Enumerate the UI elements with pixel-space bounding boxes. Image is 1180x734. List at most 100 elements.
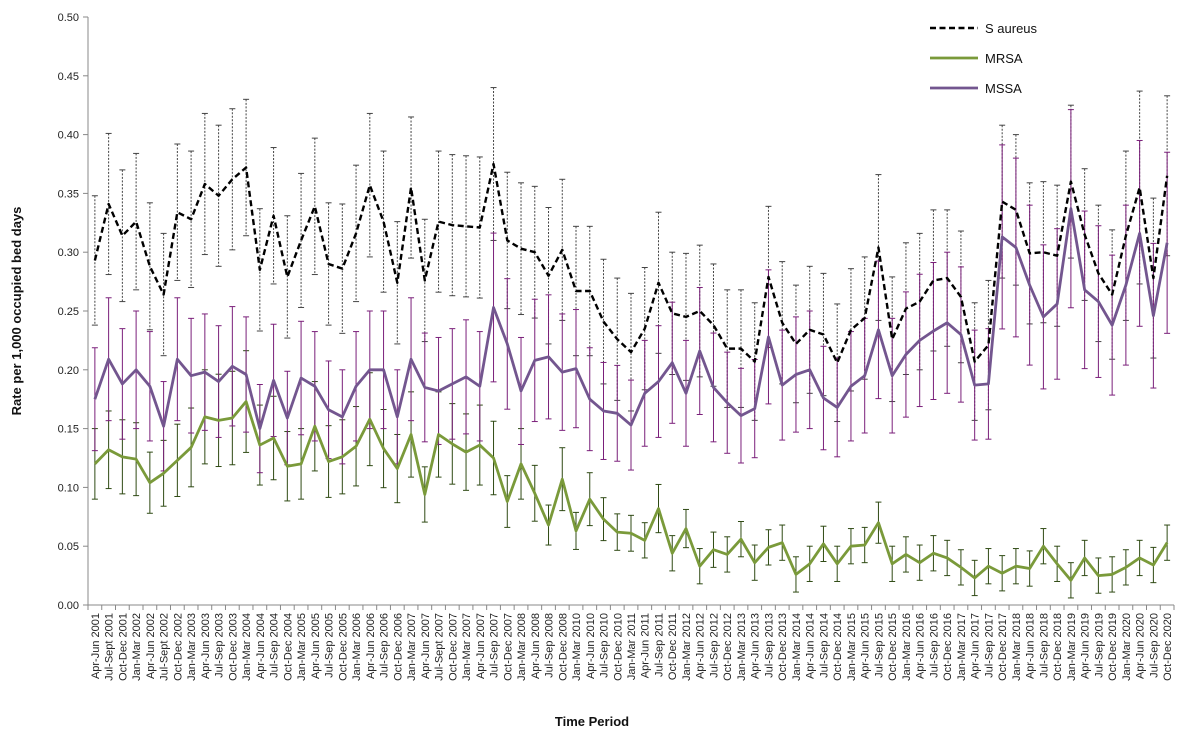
y-axis-ticks: 0.00 0.05 0.10 0.15 0.20 0.25 0.30 0.35 0.40 0.45…	[58, 12, 88, 612]
x-tick-label: Jul-Sept 2002	[159, 613, 171, 681]
x-tick-label: Apr-Jun 2011	[640, 613, 652, 678]
x-tick-label: Jan-Mar 2006	[351, 613, 363, 681]
x-tick-label: Apr-Jun 2012	[695, 613, 707, 679]
x-tick-label: Oct-Dec 2002	[172, 613, 184, 681]
x-tick-label: Oct-Dec 2004	[282, 613, 294, 681]
y-axis-title: Rate per 1,000 occupied bed days	[9, 207, 24, 416]
y-tick-label: 0.30	[58, 247, 79, 259]
x-tick-label: Apr-Jun 2018	[1025, 613, 1037, 679]
x-tick-label: Oct-Dec 2020	[1162, 613, 1174, 681]
x-tick-label: Oct-Dec 2018	[1052, 613, 1064, 681]
x-tick-label: Apr-Jun 2002	[145, 613, 157, 679]
y-tick-label: 0.15	[58, 424, 79, 436]
x-tick-label: Jan-Mar 2015	[846, 613, 858, 681]
x-tick-label: Apr-Jun 2006	[365, 613, 377, 679]
x-tick-label: Apr-Jun 2010	[585, 613, 597, 679]
x-tick-label: Jul-Sep 2011	[653, 613, 665, 677]
x-tick-label: Oct-Dec 2005	[337, 613, 349, 681]
x-tick-label: Apr-Jun 2014	[805, 613, 817, 679]
y-tick-label: 0.25	[58, 306, 79, 318]
x-tick-label: Oct-Dec 2001	[117, 613, 129, 681]
x-tick-label: Jul-Sep 2017	[983, 613, 995, 678]
x-tick-label: Apr-Jun 2003	[200, 613, 212, 679]
x-tick-label: Apr-Jun 2017	[970, 613, 982, 679]
x-tick-label: Jan-Mar 2012	[681, 613, 693, 681]
x-tick-label: Jan-Mar 2004	[241, 613, 253, 681]
x-tick-label: Jan-Mar 2002	[131, 613, 143, 681]
x-tick-label: Oct-Dec 2006	[392, 613, 404, 681]
x-tick-label: Jan-Mar 2007	[406, 613, 418, 681]
x-tick-label: Jul-Sep 2014	[818, 613, 830, 678]
x-tick-label: Jul-Sep 2006	[379, 613, 391, 678]
x-tick-label: Apr-Jun 2016	[915, 613, 927, 679]
x-tick-label: Apr-Jun 2007	[420, 613, 432, 679]
x-tick-label: Jan-Mar 2008	[516, 613, 528, 681]
legend-label: MRSA	[985, 51, 1023, 66]
x-tick-label: Jul-Sep 2019	[1093, 613, 1105, 678]
x-tick-label: Jan-Mar 2016	[901, 613, 913, 681]
x-tick-label: Jul-Sep 2020	[1148, 613, 1160, 678]
x-tick-label: Jan-Mar 2017	[956, 613, 968, 681]
x-tick-label: Jan-Mar 2014	[791, 613, 803, 681]
y-tick-label: 0.40	[58, 130, 79, 142]
x-tick-label: Oct-Dec 2013	[777, 613, 789, 681]
x-tick-label: Jan-Mar 2013	[736, 613, 748, 681]
series-line-mrsa	[93, 400, 1169, 582]
x-tick-label: Jan-Mar 2019	[1066, 613, 1078, 681]
x-tick-label: Jan-Mar 2005	[296, 613, 308, 681]
x-tick-label: Jul-Sep 2018	[1038, 613, 1050, 678]
x-axis-ticks: Apr-Jun 2001 Jul-Sept 2001 Oct-Dec 2001 Jan…	[87, 605, 1175, 681]
x-tick-label: Jul-Sep 2004	[269, 613, 281, 678]
x-tick-label: Apr-Jun 2001	[90, 613, 102, 679]
x-tick-label: Apr-Jun 2013	[750, 613, 762, 679]
legend: S aureus MRSA MSSA	[930, 21, 1038, 96]
x-tick-label: Apr-Jun 2015	[860, 613, 872, 679]
x-tick-label: Oct-Dec 2008	[557, 613, 569, 681]
error-bars	[91, 87, 1171, 599]
y-tick-label: 0.45	[58, 71, 79, 83]
legend-label: S aureus	[985, 21, 1038, 36]
x-tick-label: Jul-Sep 2015	[873, 613, 885, 678]
x-tick-label: Apr-Jun 2008	[530, 613, 542, 679]
x-tick-label: Jan-Mar 2011	[626, 613, 638, 680]
x-tick-label: Jul-Sept 2007	[434, 613, 446, 681]
x-tick-label: Apr-Jun 2019	[1080, 613, 1092, 679]
x-tick-label: Oct-Dec 2014	[832, 613, 844, 681]
series-line-s-aureus	[93, 162, 1169, 364]
y-tick-label: 0.50	[58, 12, 79, 24]
x-tick-label: Apr-Jun 2005	[310, 613, 322, 679]
y-tick-label: 0.05	[58, 541, 79, 553]
x-tick-label: Jul-Sept 2001	[104, 613, 116, 681]
x-tick-label: Jul-Sep 2007	[489, 613, 501, 678]
y-tick-label: 0.10	[58, 482, 79, 494]
y-tick-label: 0.35	[58, 188, 79, 200]
x-tick-label: Oct-Dec 2015	[887, 613, 899, 681]
x-tick-label: Apr-Jun 2004	[255, 613, 267, 679]
x-tick-label: Apr-Jun 2007	[475, 613, 487, 679]
x-tick-label: Jan-Mar 2010	[571, 613, 583, 681]
series-lines	[93, 162, 1169, 582]
x-tick-label: Apr-Jun 2020	[1135, 613, 1147, 679]
x-tick-label: Oct-Dec 2019	[1107, 613, 1119, 681]
x-tick-label: Jul-Sep 2003	[214, 613, 226, 678]
x-tick-label: Oct-Dec 2012	[722, 613, 734, 681]
series-line-mssa	[93, 207, 1169, 431]
legend-label: MSSA	[985, 81, 1022, 96]
x-tick-label: Jan-Mar 2003	[186, 613, 198, 681]
x-tick-label: Oct-Dec 2016	[942, 613, 954, 681]
x-tick-label: Oct-Dec 2007	[502, 613, 514, 681]
x-tick-label: Oct-Dec 2017	[997, 613, 1009, 681]
x-tick-label: Oct-Dec 2010	[612, 613, 624, 681]
x-tick-label: Jul-Sep 2013	[763, 613, 775, 678]
x-tick-label: Jul-Sep 2012	[708, 613, 720, 678]
x-tick-label: Jan-Mar 2020	[1121, 613, 1133, 681]
x-tick-label: Jul-Sep 2005	[324, 613, 336, 678]
x-tick-label: Oct-Dec 2011	[667, 613, 679, 680]
x-tick-label: Jul-Sep 2008	[544, 613, 556, 678]
x-tick-label: Jan-Mar 2007	[461, 613, 473, 681]
x-tick-label: Jan-Mar 2018	[1011, 613, 1023, 681]
x-tick-label: Oct-Dec 2003	[227, 613, 239, 681]
y-tick-label: 0.00	[58, 600, 79, 612]
x-axis-title: Time Period	[555, 714, 629, 729]
